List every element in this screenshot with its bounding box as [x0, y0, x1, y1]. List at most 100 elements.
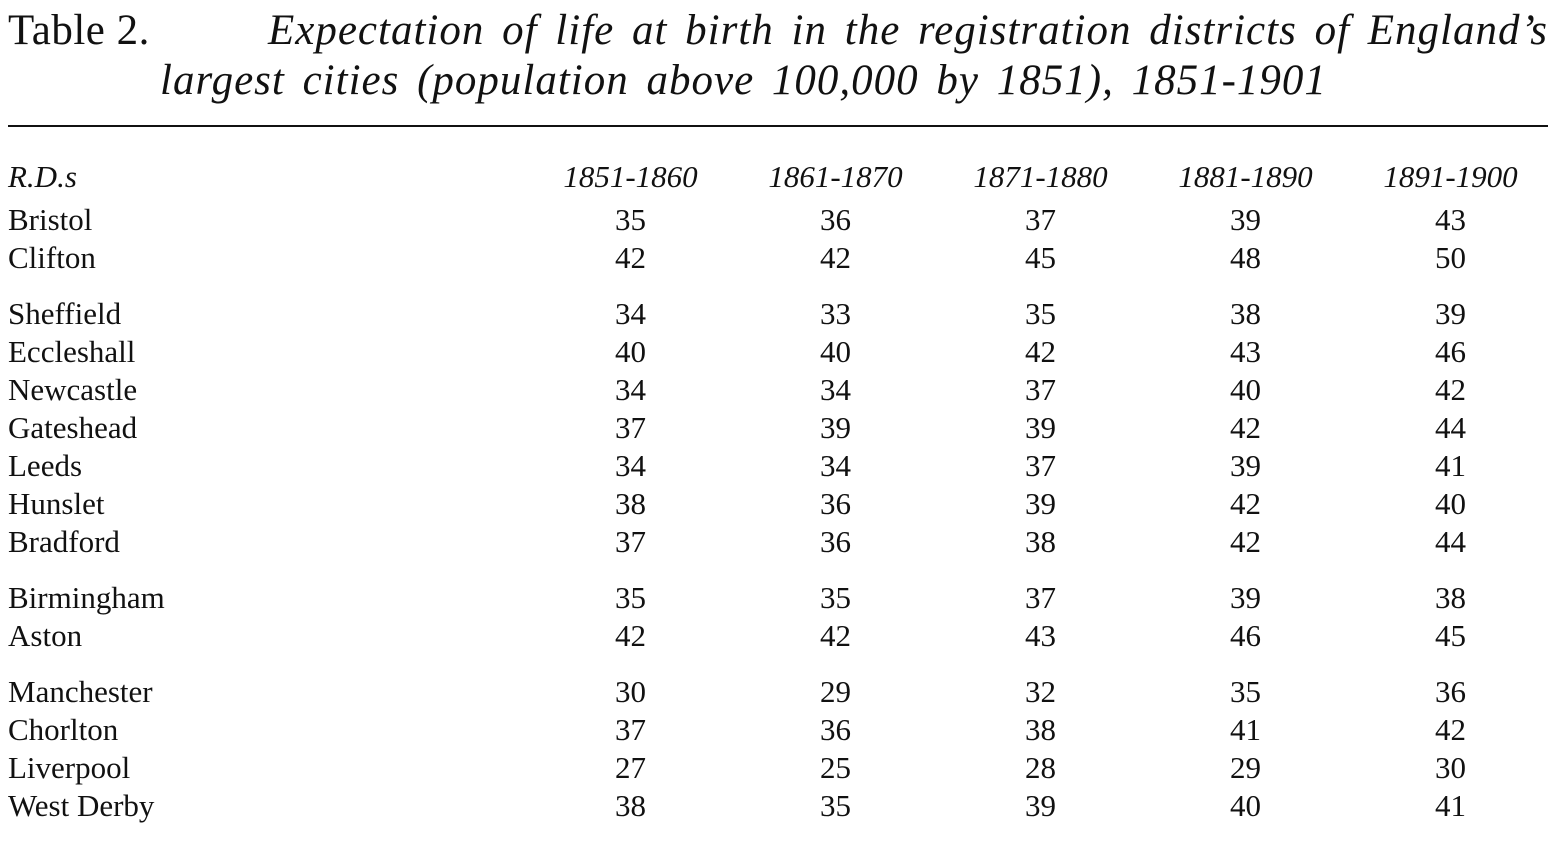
column-header-period: 1851-1860: [563, 159, 698, 194]
life-expectancy-value: 43: [1435, 202, 1466, 237]
life-expectancy-value: 38: [1435, 580, 1466, 615]
life-expectancy-value: 42: [820, 240, 851, 275]
life-expectancy-value: 34: [820, 372, 851, 407]
life-expectancy-value: 46: [1230, 618, 1261, 653]
life-expectancy-value: 39: [820, 410, 851, 445]
life-expectancy-value: 37: [1025, 372, 1056, 407]
column-header-period: 1861-1870: [768, 159, 903, 194]
life-expectancy-value: 37: [615, 524, 646, 559]
column-header-period: 1891-1900: [1383, 159, 1518, 194]
life-expectancy-value: 28: [1025, 750, 1056, 785]
district-name: Leeds: [8, 448, 83, 483]
life-expectancy-value: 35: [615, 580, 646, 615]
life-expectancy-value: 34: [615, 296, 646, 331]
life-expectancy-value: 37: [1025, 580, 1056, 615]
life-expectancy-value: 38: [615, 486, 646, 521]
life-expectancy-value: 42: [1025, 334, 1056, 369]
life-expectancy-value: 40: [1230, 372, 1261, 407]
table-row: Liverpool 27 25 28 29 30: [8, 749, 1553, 787]
table-row: Birmingham 35 35 37 39 38: [8, 561, 1553, 617]
life-expectancy-value: 32: [1025, 674, 1056, 709]
column-header-period: 1871-1880: [973, 159, 1108, 194]
life-expectancy-value: 35: [1025, 296, 1056, 331]
life-expectancy-value: 38: [1025, 524, 1056, 559]
life-expectancy-value: 37: [1025, 202, 1056, 237]
table-number: Table 2.: [8, 7, 150, 54]
life-expectancy-value: 42: [820, 618, 851, 653]
district-name: Eccleshall: [8, 334, 136, 369]
life-expectancy-value: 43: [1230, 334, 1261, 369]
life-expectancy-value: 27: [615, 750, 646, 785]
life-expectancy-value: 40: [615, 334, 646, 369]
life-expectancy-value: 35: [820, 788, 851, 823]
life-expectancy-value: 34: [820, 448, 851, 483]
district-name: Manchester: [8, 674, 153, 709]
life-expectancy-value: 38: [615, 788, 646, 823]
life-expectancy-value: 25: [820, 750, 851, 785]
district-name: Birmingham: [8, 580, 165, 615]
district-name: Sheffield: [8, 296, 122, 331]
table-row: Bradford 37 36 38 42 44: [8, 523, 1553, 561]
life-expectancy-value: 34: [615, 448, 646, 483]
table-row: Leeds 34 34 37 39 41: [8, 447, 1553, 485]
life-expectancy-value: 30: [615, 674, 646, 709]
table-row: West Derby 38 35 39 40 41: [8, 787, 1553, 825]
life-expectancy-value: 45: [1435, 618, 1466, 653]
life-expectancy-value: 46: [1435, 334, 1466, 369]
life-expectancy-value: 39: [1435, 296, 1466, 331]
life-expectancy-value: 38: [1230, 296, 1261, 331]
column-header-rds: R.D.s: [8, 159, 77, 194]
life-expectancy-value: 42: [1435, 372, 1466, 407]
life-expectancy-value: 34: [615, 372, 646, 407]
life-expectancy-value: 42: [1230, 524, 1261, 559]
district-name: Newcastle: [8, 372, 138, 407]
life-expectancy-value: 42: [1230, 410, 1261, 445]
life-expectancy-value: 36: [820, 486, 851, 521]
life-expectancy-value: 41: [1230, 712, 1261, 747]
life-expectancy-value: 36: [820, 202, 851, 237]
life-expectancy-value: 39: [1230, 202, 1261, 237]
life-expectancy-value: 30: [1435, 750, 1466, 785]
life-expectancy-value: 33: [820, 296, 851, 331]
life-expectancy-value: 35: [820, 580, 851, 615]
life-expectancy-value: 38: [1025, 712, 1056, 747]
life-expectancy-value: 40: [1435, 486, 1466, 521]
header-row: R.D.s 1851-1860 1861-1870 1871-1880 1881…: [8, 153, 1553, 201]
life-expectancy-value: 40: [1230, 788, 1261, 823]
district-name: Bradford: [8, 524, 120, 559]
table-row: Gateshead 37 39 39 42 44: [8, 409, 1553, 447]
table-row: Bristol 35 36 37 39 43: [8, 201, 1553, 239]
district-name: Aston: [8, 618, 83, 653]
district-name: West Derby: [8, 788, 155, 823]
table-row: Sheffield 34 33 35 38 39: [8, 277, 1553, 333]
life-expectancy-value: 50: [1435, 240, 1466, 275]
life-expectancy-value: 41: [1435, 788, 1466, 823]
district-name: Hunslet: [8, 486, 105, 521]
life-expectancy-value: 29: [820, 674, 851, 709]
table-row: Aston 42 42 43 46 45: [8, 617, 1553, 655]
district-name: Bristol: [8, 202, 93, 237]
life-expectancy-value: 39: [1230, 448, 1261, 483]
table-row: Newcastle 34 34 37 40 42: [8, 371, 1553, 409]
life-expectancy-value: 39: [1025, 486, 1056, 521]
life-expectancy-value: 44: [1435, 410, 1466, 445]
district-name: Clifton: [8, 240, 96, 275]
life-expectancy-value: 35: [1230, 674, 1261, 709]
caption-text-1: Expectation of life at birth in the regi…: [267, 7, 1548, 54]
table-body: Bristol 35 36 37 39 43 Clifton 42 42 45 48 50 Sheffi…: [8, 201, 1553, 825]
table-row: Eccleshall 40 40 42 43 46: [8, 333, 1553, 371]
life-expectancy-value: 42: [615, 618, 646, 653]
life-expectancy-value: 42: [615, 240, 646, 275]
life-expectancy-value: 40: [820, 334, 851, 369]
life-expectancy-value: 42: [1435, 712, 1466, 747]
table-row: Hunslet 38 36 39 42 40: [8, 485, 1553, 523]
column-header-period: 1881-1890: [1178, 159, 1313, 194]
life-expectancy-value: 39: [1025, 788, 1056, 823]
life-expectancy-value: 39: [1025, 410, 1056, 445]
life-expectancy-value: 43: [1025, 618, 1056, 653]
district-name: Gateshead: [8, 410, 138, 445]
header-rule: [8, 125, 1548, 127]
life-expectancy-value: 42: [1230, 486, 1261, 521]
life-expectancy-value: 35: [615, 202, 646, 237]
district-name: Liverpool: [8, 750, 131, 785]
